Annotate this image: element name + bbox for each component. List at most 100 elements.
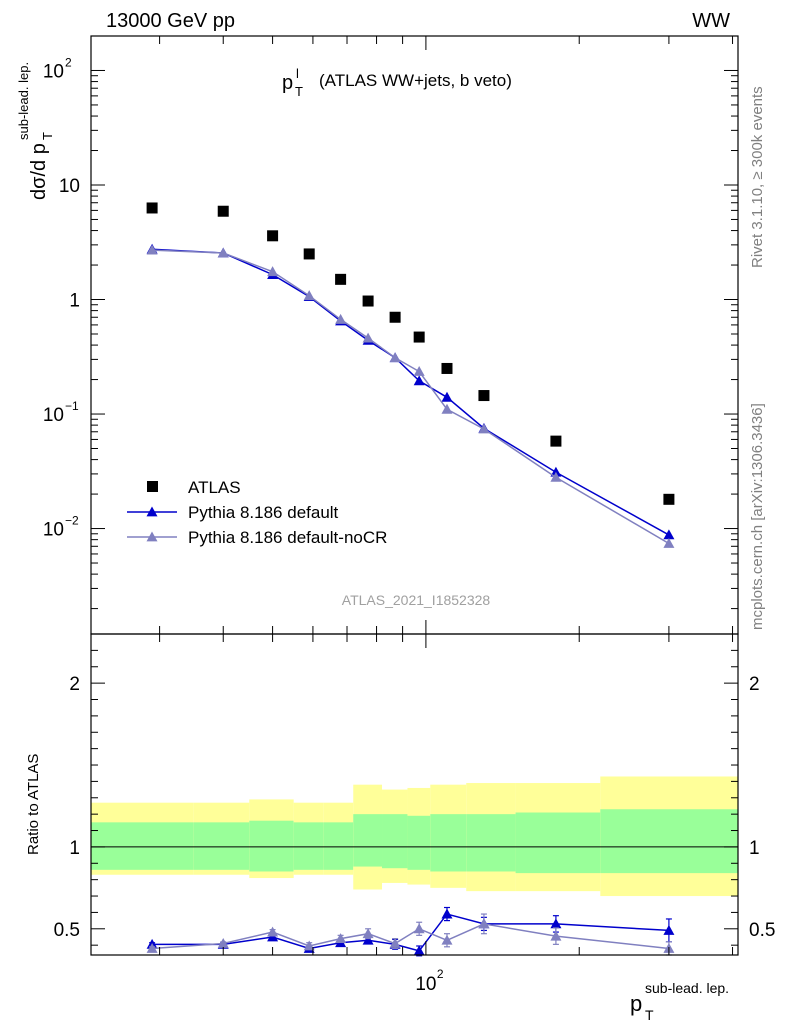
- x-axis-label: p T sub-lead. lep.: [630, 980, 729, 1023]
- band-inner-bin: [249, 820, 294, 872]
- mc-marker: [335, 313, 347, 324]
- mc-marker: [362, 332, 374, 343]
- data-point-atlas: [413, 331, 425, 343]
- mc-marker: [478, 423, 490, 434]
- ratio-marker: [362, 934, 374, 945]
- x-tick-label-exp: 2: [437, 967, 444, 981]
- ratio-line-nocr: [152, 923, 669, 950]
- legend-marker: [146, 531, 158, 542]
- mc-marker: [389, 352, 401, 363]
- legend: ATLAS Pythia 8.186 default Pythia 8.186 de…: [127, 478, 387, 547]
- process-label: WW: [692, 10, 730, 32]
- xlabel-p: p: [630, 991, 642, 1016]
- band-inner-bin: [353, 814, 383, 867]
- ratio-y-tick-label: 1: [69, 838, 80, 859]
- mc-marker: [663, 538, 675, 548]
- x-tick-label: 10: [415, 974, 436, 995]
- main-series-group: [146, 202, 675, 548]
- main-y-axis-label: dσ/d p T sub-lead. lep.: [16, 62, 55, 200]
- analysis-label: ATLAS_2021_I1852328: [342, 592, 491, 608]
- ratio-marker: [441, 934, 453, 945]
- mc-marker: [267, 266, 279, 277]
- mc-marker: [550, 471, 562, 482]
- ratio-marker: [413, 945, 425, 956]
- band-inner-bin: [600, 809, 738, 874]
- data-point-atlas: [663, 493, 675, 505]
- xlabel-sub: T: [645, 1007, 654, 1023]
- energy-label: 13000 GeV pp: [106, 10, 235, 32]
- ratio-marker: [303, 940, 315, 951]
- rivet-label: Rivet 3.1.10, ≥ 300k events: [749, 86, 766, 268]
- ratio-marker: [389, 938, 401, 948]
- legend-marker: [146, 506, 158, 517]
- band-inner-bin: [91, 822, 194, 870]
- legend-marker-atlas: [147, 481, 158, 492]
- data-point-atlas: [362, 295, 374, 307]
- mc-marker: [441, 391, 453, 402]
- mc-line-nocr: [152, 249, 670, 545]
- band-inner-bin: [407, 815, 431, 870]
- title-p: p: [282, 72, 293, 94]
- ratio-marker: [550, 918, 562, 929]
- axes-frames: [90, 35, 739, 956]
- legend-label: Pythia 8.186 default: [188, 503, 339, 522]
- mc-marker: [413, 366, 425, 376]
- ratio-marker: [335, 933, 347, 944]
- ylabel-main-sup: sub-lead. lep.: [16, 62, 31, 140]
- ylabel-main-sub: T: [40, 132, 55, 140]
- data-point-atlas: [478, 390, 490, 402]
- band-inner-bin: [430, 814, 467, 872]
- ratio-y-tick-label-right: 2: [749, 674, 760, 695]
- mc-marker: [146, 244, 158, 255]
- mc-marker: [663, 529, 675, 540]
- data-point-atlas: [146, 202, 158, 214]
- mc-marker: [441, 403, 453, 414]
- y-tick-label: 10: [59, 176, 80, 197]
- ratio-marker: [146, 942, 158, 953]
- ratio-y-tick-label: 2: [69, 674, 80, 695]
- mc-line-default: [152, 248, 670, 536]
- data-point-atlas: [389, 311, 401, 323]
- ratio-marker: [550, 930, 562, 941]
- title-p-sup: l: [296, 66, 299, 81]
- ratio-y-axis-label: Ratio to ATLAS: [25, 754, 42, 855]
- data-point-atlas: [217, 205, 229, 217]
- title-rest: (ATLAS WW+jets, b veto): [319, 71, 512, 90]
- ratio-series-group: [146, 906, 675, 957]
- data-point-atlas: [267, 230, 279, 242]
- data-point-atlas: [441, 362, 453, 374]
- legend-label: ATLAS: [188, 478, 241, 497]
- main-plot-title: p l T (ATLAS WW+jets, b veto): [282, 66, 512, 99]
- ratio-marker: [441, 908, 453, 919]
- data-point-atlas: [550, 435, 562, 447]
- legend-label: Pythia 8.186 default-noCR: [188, 528, 387, 547]
- title-p-sub: T: [295, 84, 303, 99]
- ratio-plot-frame: [90, 633, 739, 956]
- mc-marker: [413, 375, 425, 386]
- mc-marker: [550, 466, 562, 477]
- ratio-uncertainty-bands: [91, 776, 738, 897]
- xlabel-sup: sub-lead. lep.: [645, 980, 729, 996]
- ylabel-main: dσ/d p: [28, 143, 50, 200]
- ratio-marker: [362, 928, 374, 939]
- band-inner-bin: [293, 822, 324, 870]
- ratio-marker: [413, 923, 425, 934]
- y-tick-label-exp: −2: [65, 514, 79, 528]
- mc-marker: [217, 247, 229, 258]
- band-inner-bin: [382, 814, 408, 869]
- ratio-marker: [478, 918, 490, 929]
- ratio-marker: [663, 924, 675, 935]
- ratio-y-tick-label-right: 1: [749, 838, 760, 859]
- ratio-marker: [217, 938, 229, 948]
- data-point-atlas: [335, 273, 347, 285]
- ratio-line-default: [152, 913, 669, 952]
- y-tick-label: 10: [43, 61, 64, 82]
- band-inner-bin: [193, 822, 250, 870]
- band-inner-bin: [466, 814, 516, 872]
- y-tick-label: 1: [69, 291, 80, 312]
- y-tick-label-exp: 2: [65, 55, 72, 69]
- ratio-y-tick-label: 0.5: [54, 920, 80, 941]
- band-inner-bin: [323, 822, 354, 870]
